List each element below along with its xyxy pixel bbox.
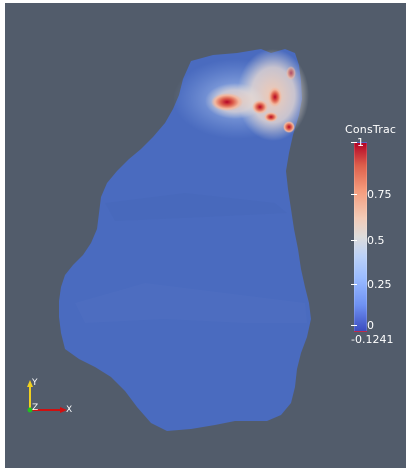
scalar-bar-tick	[351, 240, 357, 241]
scalar-bar-tick-label: 0	[367, 319, 374, 332]
render-viewport[interactable]: ConsTrac 1 0.75 0.5 0.25 0 -0.1241 Y Z X	[5, 3, 406, 468]
hotspot	[283, 121, 295, 133]
scalar-bar-tick	[351, 284, 357, 285]
catchment-field	[59, 49, 311, 431]
scalar-bar-tick-label: 0.5	[367, 234, 385, 247]
scalar-bar-title: ConsTrac	[345, 123, 397, 136]
scalar-bar-tick	[351, 325, 357, 326]
hotspot	[264, 112, 278, 122]
orientation-axes-icon	[27, 380, 67, 413]
catchment-shape	[59, 49, 311, 431]
scalar-bar-tick	[351, 142, 357, 143]
scalar-bar-tick-label: 0.25	[367, 278, 392, 291]
scalar-bar-tick-label: 0.75	[367, 188, 392, 201]
hotspot	[286, 66, 296, 80]
hotspot	[268, 87, 282, 107]
scalar-bar-min-label: -0.1241	[351, 333, 394, 346]
axis-x-label: X	[66, 405, 73, 415]
axis-y-label: Y	[32, 378, 38, 388]
scalar-bar-tick	[351, 194, 357, 195]
scalar-bar-max-label: 1	[357, 136, 364, 149]
shading-band	[105, 193, 287, 221]
hotspot	[252, 100, 268, 114]
hotspot	[211, 93, 243, 111]
shading-band	[75, 283, 307, 323]
orientation-axes: Y Z X	[18, 376, 78, 421]
axis-z-label: Z	[32, 403, 39, 413]
scalar-bar	[354, 142, 367, 332]
